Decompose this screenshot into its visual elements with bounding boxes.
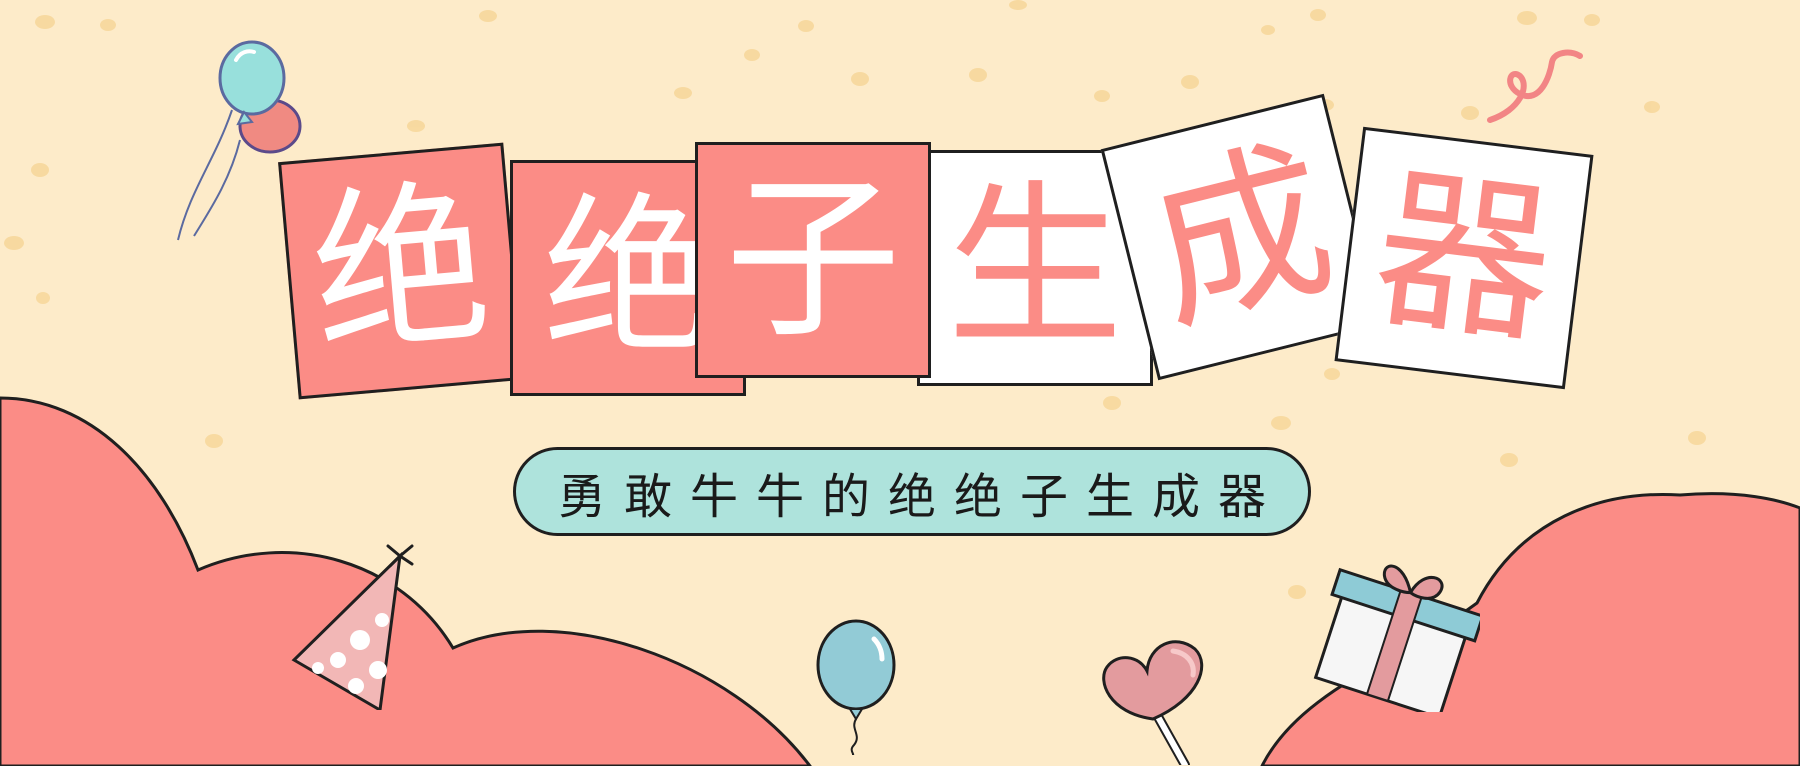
gift-box-icon <box>1313 564 1480 712</box>
title-tile-4: 生 <box>917 150 1153 386</box>
title-char-5: 成 <box>1130 115 1352 358</box>
title-tile-3: 子 <box>695 142 931 378</box>
confetti-ribbon-icon <box>1487 49 1583 123</box>
title-char-3: 子 <box>724 157 901 362</box>
title-tile-1: 绝 <box>278 142 524 400</box>
balloon-pair-icon <box>177 40 302 241</box>
party-hat-icon <box>291 544 414 710</box>
title-char-4: 生 <box>946 165 1123 370</box>
heart-lollipop-icon <box>1102 640 1204 765</box>
title-tile-6: 器 <box>1334 126 1594 390</box>
title-char-1: 绝 <box>304 160 498 381</box>
title-char-2: 绝 <box>542 179 713 377</box>
title-char-6: 器 <box>1364 145 1564 370</box>
subtitle-pill: 勇敢牛牛的绝绝子生成器 <box>513 447 1311 536</box>
subtitle-text: 勇敢牛牛的绝绝子生成器 <box>557 468 1284 525</box>
balloon-icon <box>816 619 896 755</box>
